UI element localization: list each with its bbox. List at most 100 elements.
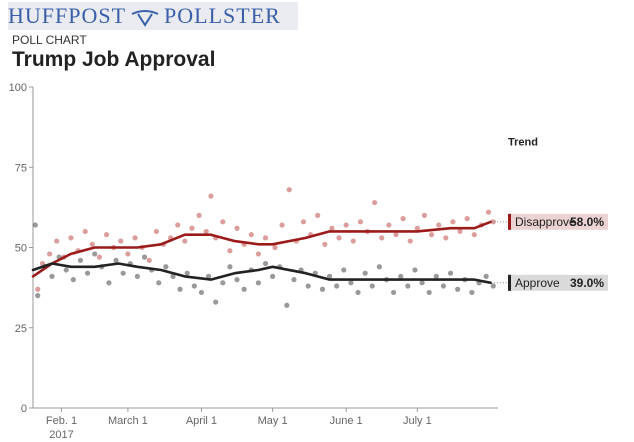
approve-poll-point xyxy=(184,270,190,276)
disapprove-poll-point xyxy=(234,225,240,231)
disapprove-poll-point xyxy=(490,219,496,225)
disapprove-poll-point xyxy=(248,232,254,238)
disapprove-poll-point xyxy=(203,228,209,235)
approve-poll-point xyxy=(220,280,226,286)
disapprove-poll-point xyxy=(457,228,463,235)
disapprove-legend-swatch xyxy=(508,213,511,230)
disapprove-trend-line xyxy=(31,220,493,278)
x-tick-label: July 1 xyxy=(403,415,432,427)
disapprove-poll-point xyxy=(272,244,278,251)
approve-poll-point xyxy=(106,280,112,286)
approve-poll-point xyxy=(341,267,347,273)
approve-poll-point xyxy=(284,302,290,308)
disapprove-poll-point xyxy=(379,235,385,241)
disapprove-legend-bg xyxy=(508,213,608,230)
disapprove-poll-point xyxy=(400,216,406,222)
disapprove-poll-point xyxy=(175,222,181,228)
approve-poll-point xyxy=(141,254,148,260)
approve-poll-point xyxy=(70,277,76,283)
disapprove-poll-point xyxy=(96,254,103,260)
approve-poll-point xyxy=(177,286,183,292)
approve-poll-point xyxy=(156,280,162,286)
approve-poll-point xyxy=(198,289,205,296)
x-tick-year-label: 2017 xyxy=(49,429,73,441)
approve-poll-point xyxy=(319,286,326,292)
disapprove-poll-point xyxy=(357,219,363,225)
disapprove-poll-point xyxy=(125,251,131,257)
disapprove-poll-point xyxy=(386,222,392,228)
disapprove-poll-point xyxy=(485,209,492,215)
disapprove-poll-point xyxy=(421,212,428,218)
disapprove-legend-label: Disapprove xyxy=(515,215,576,229)
approve-poll-point xyxy=(113,257,119,263)
disapprove-poll-point xyxy=(414,225,420,231)
approve-poll-point xyxy=(369,283,375,289)
approve-poll-point xyxy=(326,273,333,279)
approve-poll-point xyxy=(398,273,404,279)
disapprove-poll-point xyxy=(103,232,110,238)
brand-banner: HUFFPOST POLLSTER xyxy=(8,2,298,30)
disapprove-poll-point xyxy=(196,212,202,218)
approve-poll-point xyxy=(120,270,126,276)
page-title: Trump Job Approval xyxy=(12,48,216,71)
disapprove-poll-point xyxy=(47,251,53,257)
approve-poll-point xyxy=(241,286,247,292)
disapprove-poll-point xyxy=(343,222,349,228)
approve-poll-point xyxy=(213,299,219,305)
approve-poll-point xyxy=(405,283,411,289)
disapprove-poll-point xyxy=(146,257,152,263)
approve-poll-point xyxy=(191,283,197,289)
approve-poll-point xyxy=(455,286,461,292)
approve-poll-point xyxy=(419,280,425,286)
y-tick-label: 0 xyxy=(21,403,27,415)
disapprove-poll-point xyxy=(471,232,477,238)
approve-poll-point xyxy=(32,222,38,228)
approve-poll-point xyxy=(440,283,447,289)
approve-legend-bg xyxy=(508,274,608,291)
approve-poll-point xyxy=(348,280,354,286)
legend-title: Trend xyxy=(508,137,538,149)
disapprove-poll-point xyxy=(255,251,261,257)
disapprove-poll-point xyxy=(89,241,95,247)
approve-poll-point xyxy=(205,273,212,279)
approve-legend-swatch xyxy=(508,274,511,291)
brand-pollster: POLLSTER xyxy=(164,3,281,28)
approve-poll-point xyxy=(426,289,432,296)
disapprove-poll-point xyxy=(82,228,88,235)
approve-poll-point xyxy=(355,289,361,296)
disapprove-poll-point xyxy=(315,212,321,218)
approve-poll-point xyxy=(305,283,311,289)
x-tick-label: April 1 xyxy=(186,415,217,427)
x-tick-label: May 1 xyxy=(258,415,288,427)
x-tick-label: June 1 xyxy=(330,415,363,427)
disapprove-poll-point xyxy=(443,235,449,241)
approve-legend-value: 39.0% xyxy=(570,276,604,290)
approve-poll-point xyxy=(92,251,98,257)
approve-poll-point xyxy=(270,273,276,279)
disapprove-poll-point xyxy=(322,241,328,247)
approve-legend-label: Approve xyxy=(515,276,560,290)
x-tick-label: March 1 xyxy=(108,415,148,427)
approve-poll-point xyxy=(291,277,297,283)
approve-poll-point xyxy=(362,270,368,276)
y-tick-label: 50 xyxy=(15,243,27,255)
y-tick-label: 25 xyxy=(15,323,27,335)
disapprove-poll-point xyxy=(336,235,342,241)
approve-poll-point xyxy=(490,283,496,289)
approve-poll-point xyxy=(255,280,261,286)
disapprove-poll-point xyxy=(118,238,124,244)
brand-huffpost: HUFFPOST xyxy=(8,3,127,28)
approve-poll-point xyxy=(63,267,69,273)
x-tick-label: Feb. 1 xyxy=(46,415,77,427)
approve-poll-point xyxy=(433,273,439,279)
disapprove-poll-point xyxy=(464,216,470,222)
disapprove-poll-point xyxy=(68,235,74,241)
approve-poll-point xyxy=(412,267,418,273)
disapprove-legend-value: 58.0% xyxy=(570,215,604,229)
approve-poll-point xyxy=(227,264,233,270)
disapprove-poll-point xyxy=(286,187,292,193)
approve-poll-point xyxy=(35,293,41,299)
y-tick-label: 100 xyxy=(9,82,27,94)
approve-poll-point xyxy=(134,273,140,279)
approve-poll-point xyxy=(262,260,269,267)
